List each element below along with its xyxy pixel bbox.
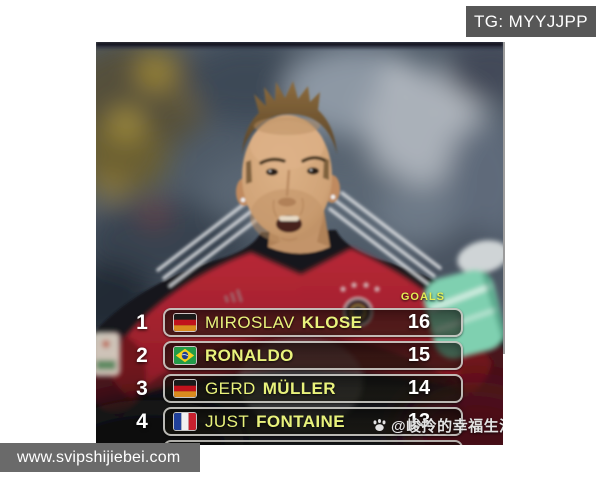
leaderboard-row: 4 JUST FONTAINE 13 <box>96 407 503 436</box>
adidas-logo-icon <box>224 289 243 303</box>
sleeve-badge <box>96 332 120 376</box>
photo: ★ ★ ★ ★ <box>96 42 503 445</box>
photo-top-bar <box>96 42 503 46</box>
svg-text:★: ★ <box>373 284 381 294</box>
germany-flag-icon <box>173 379 197 398</box>
player-name: RONALDO <box>205 345 294 365</box>
svg-text:★: ★ <box>339 284 347 294</box>
rank-number: 2 <box>136 344 148 367</box>
watermark-handle: @峻拎的幸福生活 <box>391 417 503 435</box>
rank-number: 3 <box>136 377 148 400</box>
rank-number: 1 <box>136 311 148 334</box>
goals-value: 16 <box>407 311 431 333</box>
goals-value: 13 <box>407 410 431 432</box>
player-box: RONALDO 15 <box>163 341 463 370</box>
svg-text:★: ★ <box>350 280 358 290</box>
player-name: MIROSLAV KLOSE <box>205 312 363 332</box>
brazil-flag-icon <box>173 346 197 365</box>
paw-icon <box>373 418 386 431</box>
telegram-badge: TG: MYYJJPP <box>466 6 596 37</box>
mint-glove <box>423 240 503 359</box>
svg-text:★: ★ <box>362 280 370 290</box>
leaderboard-row: 2 RONALDO 15 <box>96 341 503 370</box>
goals-column-header: GOALS <box>400 291 445 303</box>
photo-edge-strip <box>503 42 505 354</box>
player-name: GERD MÜLLER <box>205 378 336 398</box>
goals-value: 14 <box>407 377 431 399</box>
partial-next-row <box>163 440 463 445</box>
leaderboard-row: 1 MIROSLAV KLOSE 16 <box>96 308 503 337</box>
player-box: GERD MÜLLER 14 <box>163 374 463 403</box>
player-name: JUST FONTAINE <box>205 411 345 431</box>
leaderboard-row: 3 GERD MÜLLER 14 <box>96 374 503 403</box>
player-face <box>240 81 337 243</box>
player-box: JUST FONTAINE 13 <box>163 407 463 436</box>
germany-flag-icon <box>173 313 197 332</box>
rank-number: 4 <box>136 410 148 433</box>
player-box: MIROSLAV KLOSE 16 <box>163 308 463 337</box>
france-flag-icon <box>173 412 197 431</box>
website-badge: www.svipshijiebei.com <box>0 443 200 472</box>
watermark: @峻拎的幸福生活 <box>372 415 503 435</box>
goals-value: 15 <box>407 344 431 366</box>
player-mouth <box>276 215 302 233</box>
player-hair <box>242 81 337 154</box>
